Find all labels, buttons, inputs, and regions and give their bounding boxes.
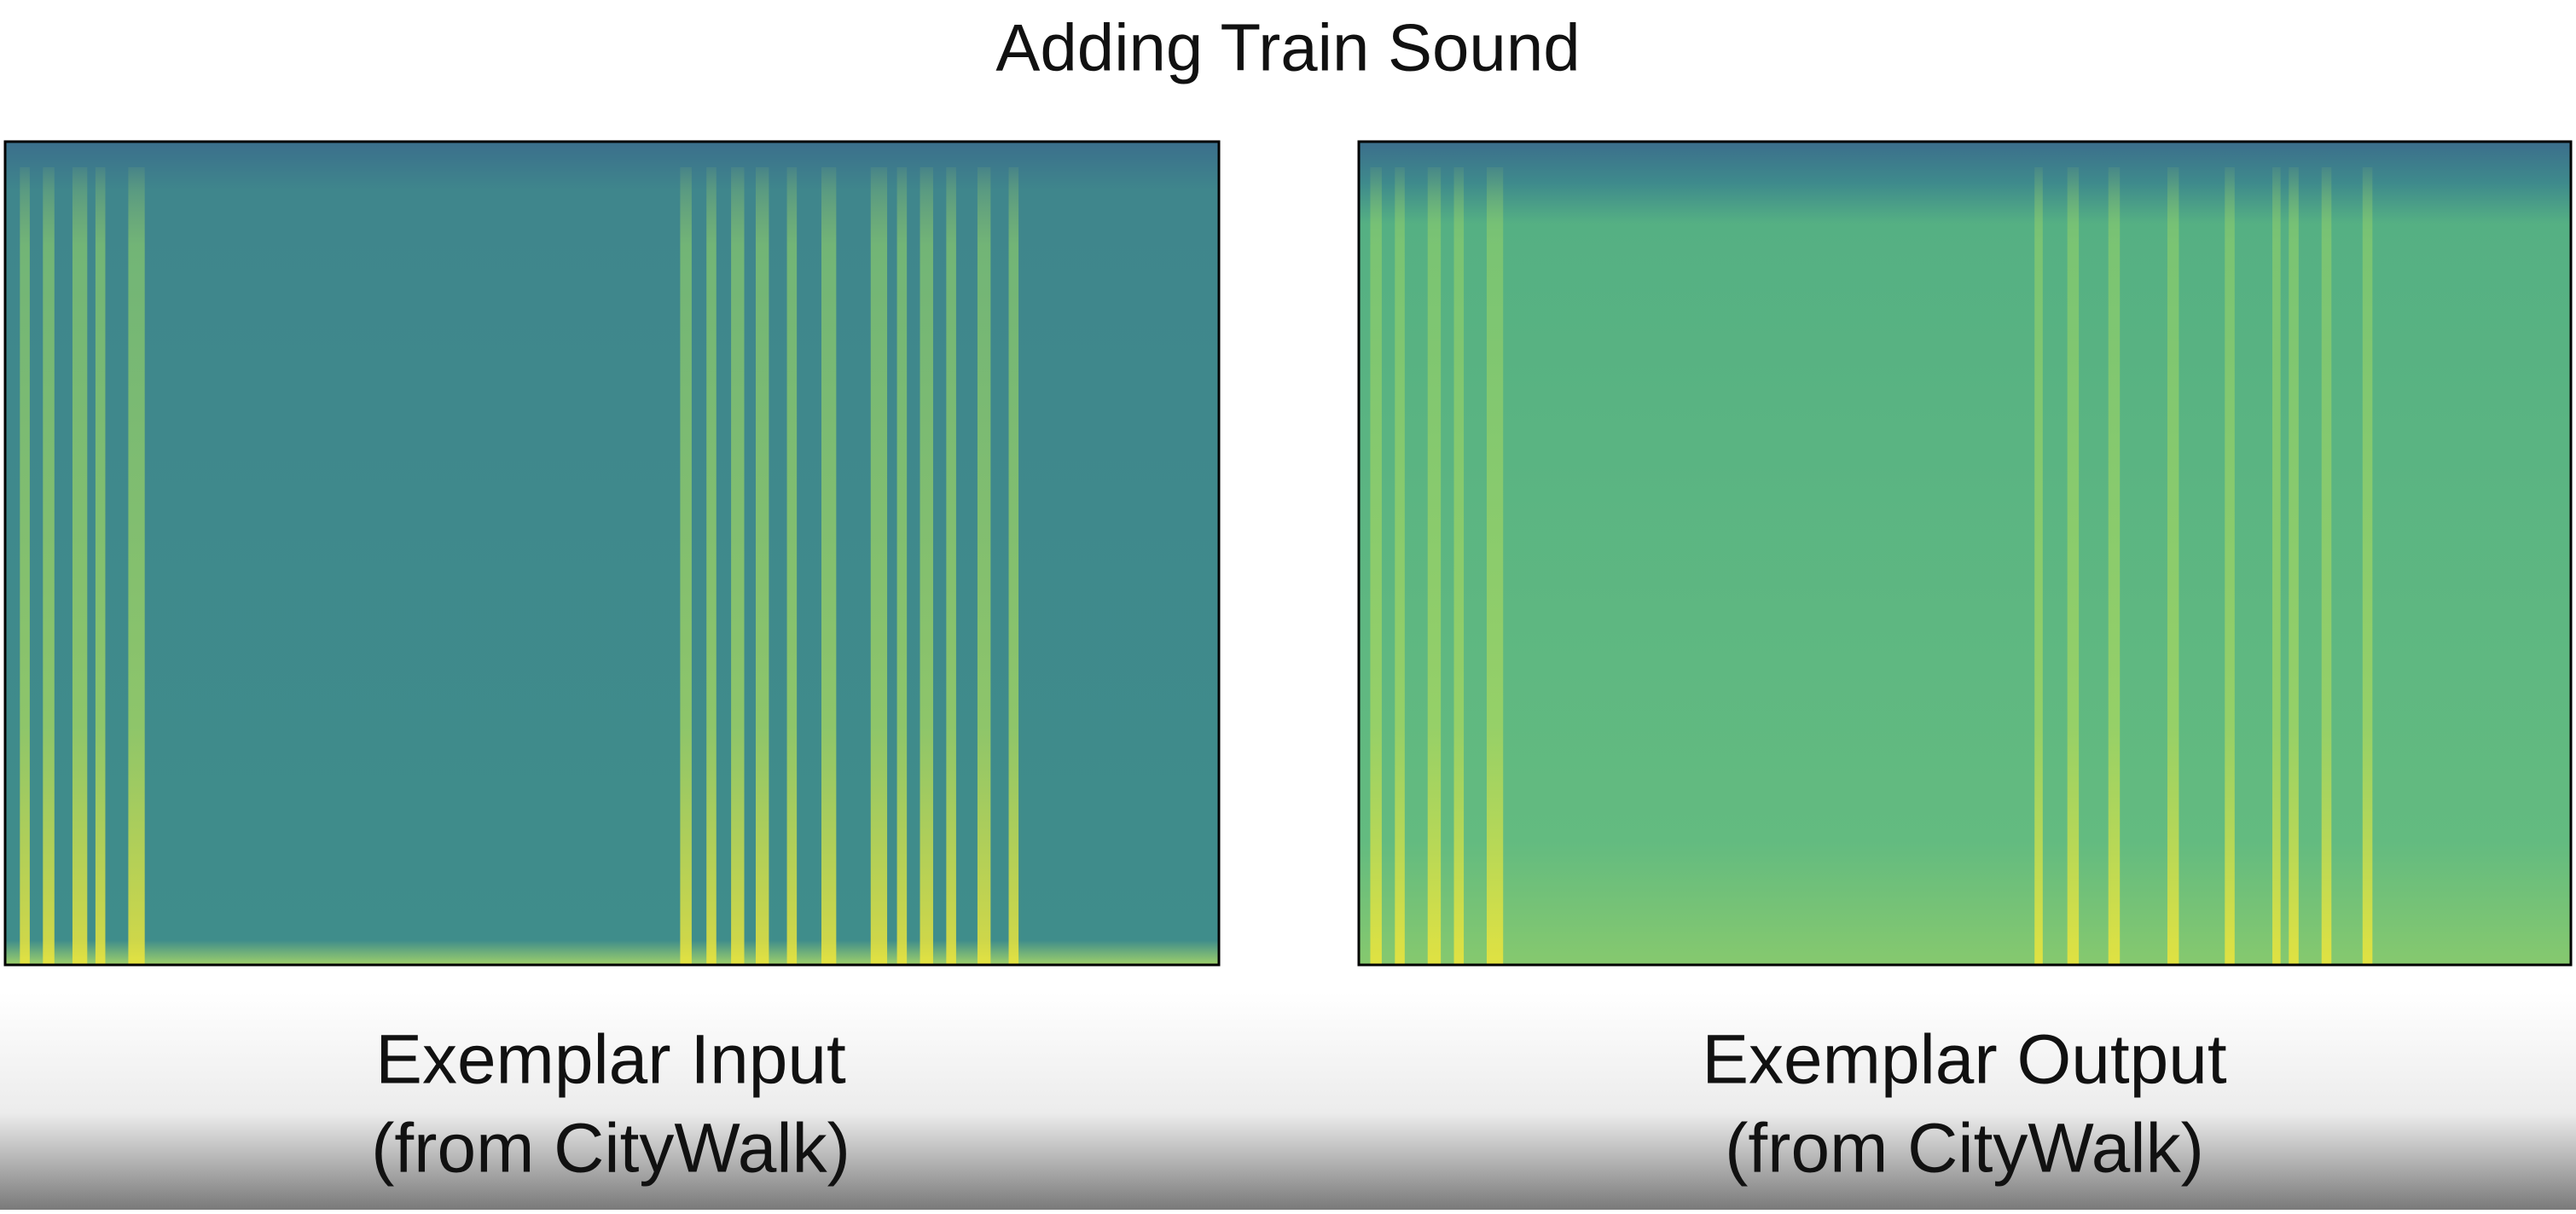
spectrogram-streak [2067,167,2080,965]
spectrogram-streak [2034,167,2043,965]
spectrogram-streak [680,167,692,965]
spectrogram-background [1359,142,2571,965]
panel-border [3,140,1221,967]
spectrogram-background [5,142,1219,965]
spectrogram-input [3,140,1221,967]
spectrogram-streak [946,167,956,965]
spectrogram-streak [95,167,106,965]
spectrogram-streak [2167,167,2179,965]
spectrogram-streak [706,167,717,965]
spectrogram-streak [2321,167,2332,965]
spectrogram-streak [1486,167,1504,965]
spectrogram-streak [755,167,769,965]
spectrogram-streak [821,167,837,965]
slide-title: Adding Train Sound [995,10,1580,85]
caption-line: (from CityWalk) [371,1110,850,1188]
spectrogram-streak [2289,167,2299,965]
spectrogram-streak [128,167,145,965]
spectrogram-streak [1008,167,1019,965]
caption-line: Exemplar Output [1702,1021,2226,1099]
spectrogram-output [1357,140,2573,967]
spectrogram-streak [1427,167,1442,965]
spectrogram-streak [1370,167,1382,965]
caption-line: Exemplar Input [375,1021,846,1099]
spectrogram-streak [977,167,991,965]
spectrogram-streak [20,167,30,965]
panel-border [1357,140,2573,967]
spectrogram-streak [896,167,908,965]
spectrogram-streak [920,167,933,965]
spectrogram-streak [2108,167,2121,965]
spectrogram-streak [870,167,888,965]
spectrogram-streak [2225,167,2235,965]
spectrogram-streak [731,167,745,965]
spectrogram-streak [2362,167,2373,965]
spectrogram-streak [2272,167,2281,965]
spectrogram-streak [43,167,55,965]
spectrogram-streak [1453,167,1465,965]
spectrogram-streak [1395,167,1405,965]
caption-line: (from CityWalk) [1725,1110,2204,1188]
spectrogram-streak [786,167,798,965]
spectrogram-streak [72,167,88,965]
